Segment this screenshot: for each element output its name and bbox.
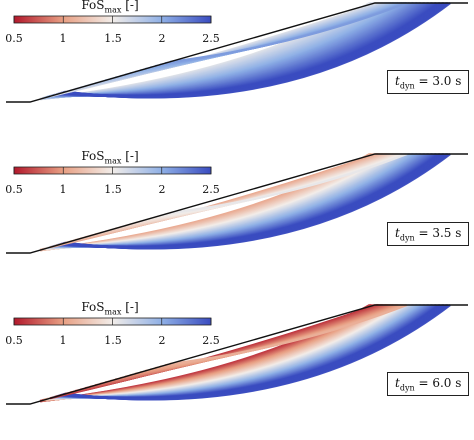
colorbar-tick-label: 1.5 [104, 334, 122, 347]
slip-surface [169, 303, 408, 365]
colorbar-tick-label: 0.5 [5, 32, 23, 45]
colorbar-tick-label: 2.5 [202, 334, 220, 347]
colorbar-title-1: FoSmax [-] [81, 0, 139, 15]
colorbar-tick-label: 2 [158, 183, 166, 196]
time-label-2: tdyn = 3.5 s [387, 222, 470, 247]
colorbar-tick-label: 2.5 [202, 183, 220, 196]
slip-surface [64, 1, 451, 99]
slope-outline [6, 304, 468, 405]
colorbar-tick-label: 0.5 [5, 334, 23, 347]
colorbar-title-2: FoSmax [-] [81, 149, 139, 166]
time-label-3: tdyn = 6.0 s [387, 372, 470, 397]
slope-contour-plot-1 [6, 1, 468, 103]
slope-panel-3: FoSmax [-] 0.5 1 1.5 2 2.5 tdyn = 6.0 s [0, 300, 474, 440]
colorbar-tick-label: 1.5 [104, 183, 122, 196]
slip-surface [64, 152, 451, 250]
colorbar-tick-label: 2 [158, 334, 166, 347]
slope-outline [6, 153, 468, 254]
colorbar-tick-label: 0.5 [5, 183, 23, 196]
colorbar-tick-label: 1.5 [104, 32, 122, 45]
colorbar-tick-label: 1 [59, 334, 67, 347]
colorbar-title-3: FoSmax [-] [81, 300, 139, 317]
colorbar-tick-label: 2.5 [202, 32, 220, 45]
slip-surface [169, 152, 408, 214]
slip-surface [169, 1, 408, 63]
slope-contour-plot-2 [6, 152, 468, 254]
colorbar-tick-label: 1 [59, 32, 67, 45]
slope-outline [6, 2, 468, 103]
slope-contour-plot-3 [6, 303, 468, 405]
colorbar-tick-label: 2 [158, 32, 166, 45]
colorbar-tick-label: 1 [59, 183, 67, 196]
slope-panel-2: FoSmax [-] 0.5 1 1.5 2 2.5 tdyn = 3.5 s [0, 149, 474, 289]
slope-panel-1: FoSmax [-] 0.5 1 1.5 2 2.5 tdyn = 3.0 s [0, 0, 474, 138]
slip-surface [64, 303, 451, 401]
time-label-1: tdyn = 3.0 s [387, 70, 470, 95]
